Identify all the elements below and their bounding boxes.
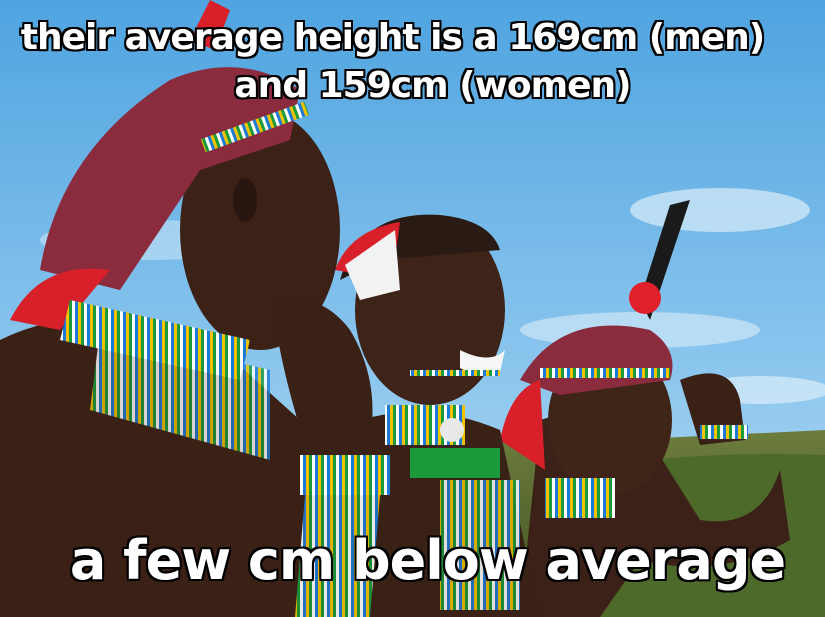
top-caption: their average height is a 169cm (men) an…	[0, 14, 825, 110]
top-caption-line-2: and 159cm (women)	[233, 64, 632, 107]
bottom-caption: a few cm below average	[69, 528, 787, 593]
top-caption-line-1: their average height is a 169cm (men)	[20, 16, 766, 59]
